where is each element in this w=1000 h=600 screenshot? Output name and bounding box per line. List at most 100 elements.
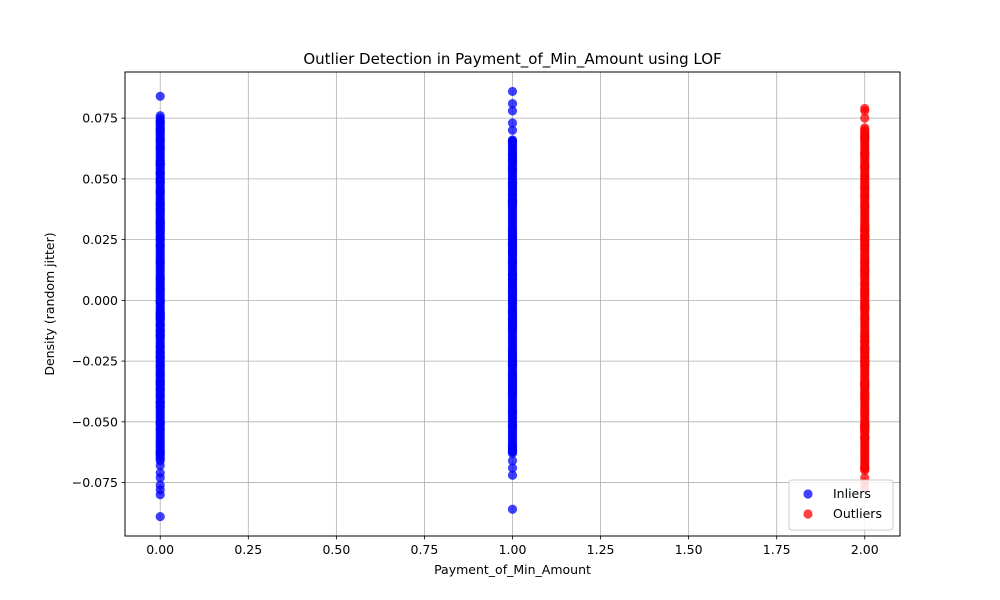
inliers-point	[155, 218, 165, 228]
legend-marker-inliers	[803, 489, 813, 499]
inliers-point	[155, 134, 165, 145]
outliers-point	[860, 106, 870, 116]
inliers-point	[507, 156, 518, 166]
y-axis-ticks: −0.075 −0.050 −0.025 0.000 0.025 0.050 0.075	[72, 111, 125, 490]
inliers-point	[507, 347, 518, 357]
inliers-point	[507, 179, 518, 189]
inliers-point	[155, 284, 165, 294]
inliers-point	[507, 226, 518, 237]
y-tick-label: 0.025	[82, 232, 118, 247]
inliers-point	[507, 189, 518, 200]
inliers-point	[155, 255, 165, 265]
inliers-point	[155, 418, 165, 428]
inliers-point	[507, 125, 518, 135]
inliers-point	[155, 113, 165, 123]
x-tick-label: 0.75	[411, 542, 439, 557]
inliers-point	[155, 351, 165, 361]
y-tick-label: −0.050	[72, 414, 118, 429]
inliers-point	[507, 463, 518, 473]
legend-label-outliers: Outliers	[833, 506, 882, 521]
inliers-point	[155, 273, 165, 284]
inliers-point	[507, 445, 518, 456]
inliers-point	[507, 375, 518, 385]
outliers-point	[860, 113, 870, 123]
inliers-point	[155, 240, 165, 251]
outliers-point	[860, 241, 870, 251]
inliers-point	[155, 143, 165, 153]
inliers-point	[507, 98, 518, 109]
inliers-point	[155, 341, 165, 351]
x-tick-label: 0.25	[234, 542, 262, 557]
outliers-point	[860, 304, 870, 314]
outliers-point	[860, 358, 870, 368]
outliers-point	[860, 162, 870, 172]
legend: Inliers Outliers	[788, 479, 894, 531]
inliers-point	[155, 199, 165, 210]
outliers-point	[860, 257, 870, 267]
inliers-point	[507, 320, 518, 330]
inliers-point	[507, 106, 518, 116]
inliers-point	[155, 424, 165, 434]
inliers-point	[507, 456, 518, 466]
outliers-point	[860, 343, 870, 354]
outliers-point	[860, 171, 870, 181]
y-tick-label: −0.025	[72, 354, 118, 369]
inliers-point	[507, 136, 518, 146]
inliers-point	[155, 361, 165, 371]
y-tick-label: 0.000	[82, 293, 118, 308]
inliers-point	[155, 297, 165, 307]
outliers-point	[860, 225, 870, 235]
outliers-point	[860, 388, 870, 398]
legend-marker-outliers	[803, 509, 813, 519]
y-tick-label: 0.075	[82, 111, 118, 126]
inliers-point	[507, 421, 518, 431]
outliers-point	[860, 279, 870, 289]
inliers-point	[507, 118, 518, 128]
inliers-point	[155, 448, 165, 458]
inliers-point	[155, 125, 165, 135]
y-tick-label: 0.050	[82, 171, 118, 186]
y-axis-label: Density (random jitter)	[42, 232, 57, 375]
inliers-point	[507, 269, 518, 279]
x-tick-label: 0.50	[322, 542, 350, 557]
outliers-point	[860, 202, 870, 212]
inliers-point	[507, 470, 518, 480]
chart-title: Outlier Detection in Payment_of_Min_Amou…	[303, 50, 721, 69]
outliers-point	[860, 132, 870, 142]
inliers-point	[507, 389, 518, 399]
inliers-point	[507, 286, 518, 296]
inliers-point	[155, 369, 165, 379]
inliers-point	[507, 164, 518, 174]
inliers-point	[155, 91, 165, 101]
x-tick-label: 1.25	[587, 542, 615, 557]
x-tick-label: 1.75	[763, 542, 791, 557]
outliers-point	[860, 191, 870, 201]
x-axis-ticks: 0.00 0.25 0.50 0.75 1.00 1.25 1.50 1.75 2.00	[146, 536, 879, 557]
inliers-point	[507, 199, 518, 210]
inliers-point	[155, 159, 165, 169]
outliers-point	[860, 266, 870, 276]
inliers-point	[155, 168, 165, 178]
inliers-point	[507, 86, 518, 97]
inliers-point	[155, 473, 165, 483]
outliers-point	[860, 332, 870, 342]
outliers-point	[860, 288, 870, 298]
inliers-point	[155, 207, 165, 217]
x-axis-label: Payment_of_Min_Amount	[434, 562, 591, 577]
inliers-point	[155, 460, 165, 471]
x-tick-label: 1.50	[675, 542, 703, 557]
inliers-point	[507, 294, 518, 304]
inliers-point	[155, 490, 165, 500]
inliers-point	[507, 407, 518, 417]
inliers-point	[507, 504, 518, 514]
outliers-point	[860, 380, 870, 390]
inliers-point	[507, 306, 518, 316]
x-tick-label: 2.00	[851, 542, 879, 557]
inliers-point	[507, 245, 518, 255]
outliers-point	[860, 423, 870, 433]
legend-box	[788, 479, 894, 531]
inliers-point	[155, 309, 165, 319]
y-tick-label: −0.075	[72, 475, 118, 490]
outliers-point	[860, 149, 870, 159]
